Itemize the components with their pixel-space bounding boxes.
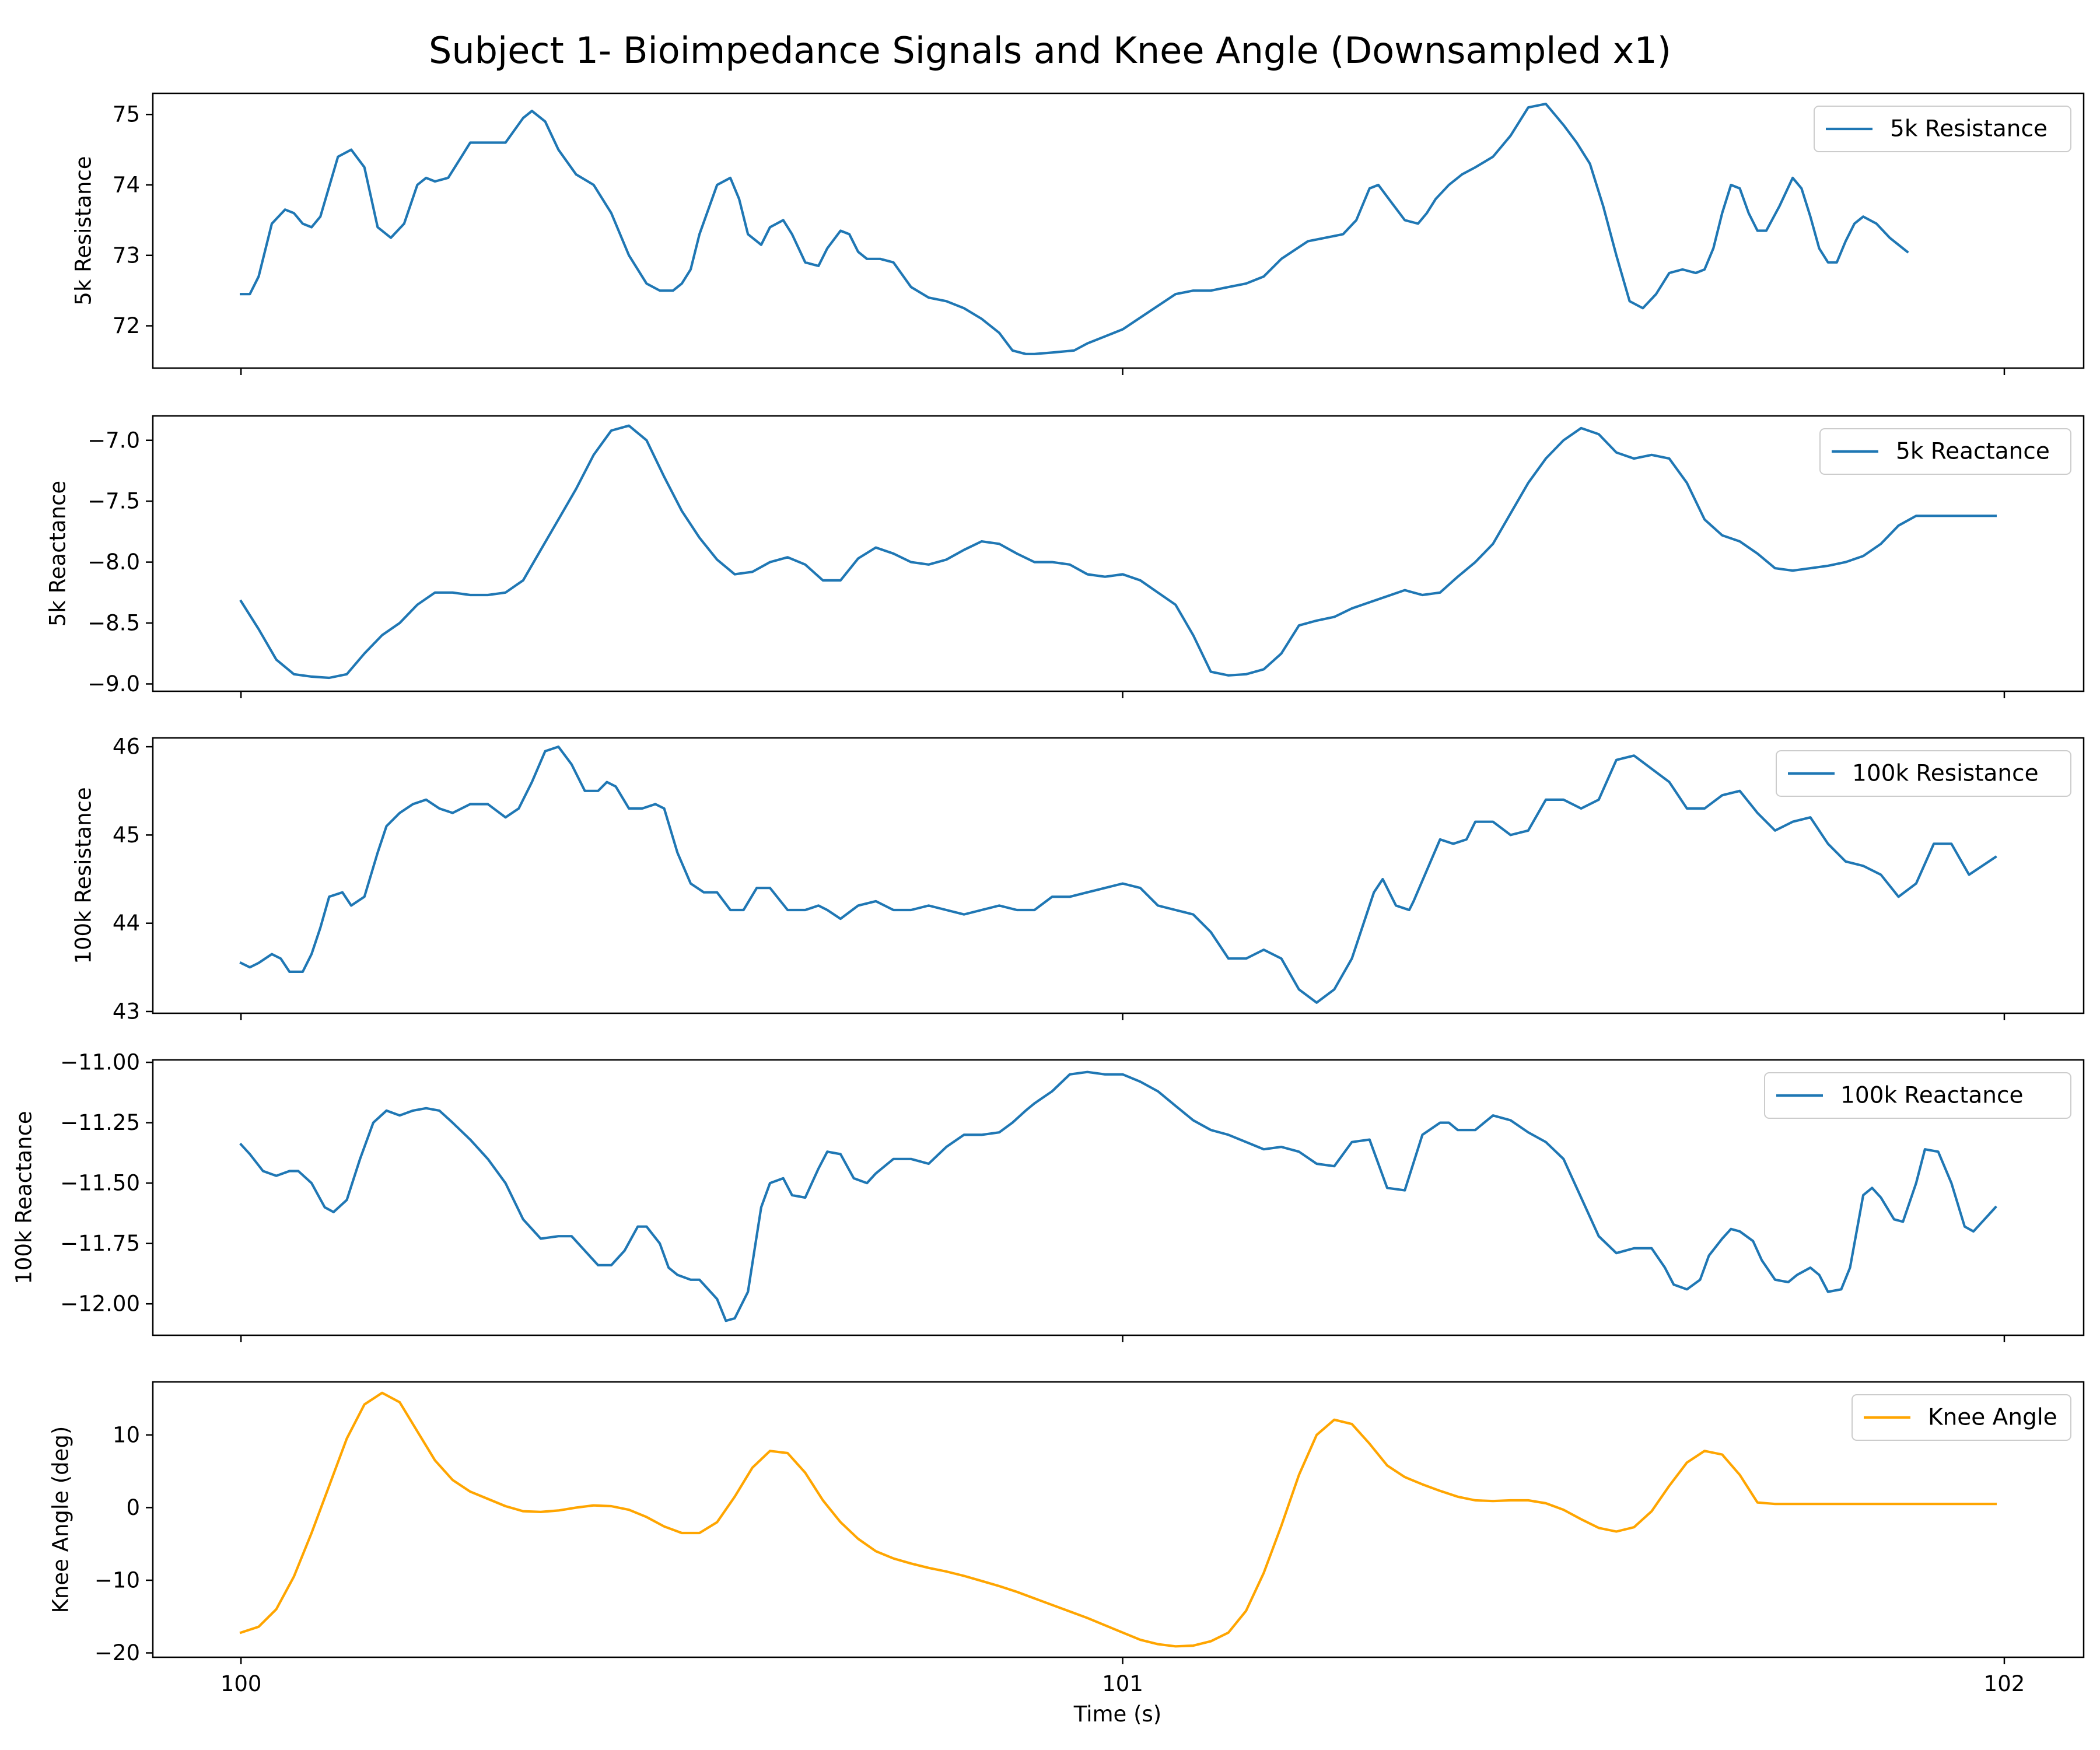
series-line — [239, 746, 1997, 1004]
y-axis-label: 100k Resistance — [71, 787, 96, 964]
y-tick-label: 75 — [113, 102, 140, 127]
legend: Knee Angle — [1852, 1394, 2071, 1441]
y-tick-label: 45 — [113, 822, 140, 848]
y-axis-label: 5k Reactance — [46, 481, 71, 626]
legend-box — [1819, 428, 2071, 475]
y-tick-label: 0 — [126, 1495, 140, 1520]
y-tick-label: 44 — [113, 911, 140, 936]
legend-label: 5k Resistance — [1890, 116, 2048, 142]
series-line — [239, 424, 1997, 680]
legend-label: 100k Resistance — [1852, 761, 2039, 787]
y-tick-label: 10 — [113, 1422, 140, 1447]
subplot-5: 100 101 102 −20 −10 0 10 Knee Angle (deg) Knee A… — [48, 1381, 2085, 1696]
y-tick-label: 43 — [113, 999, 140, 1024]
y-tick-label: 46 — [113, 734, 140, 760]
legend: 100k Resistance — [1776, 750, 2071, 797]
y-tick-label: −10 — [94, 1567, 140, 1592]
y-tick-label: −8.5 — [88, 611, 140, 636]
y-axis-label: Knee Angle (deg) — [48, 1426, 74, 1614]
series-line — [239, 1070, 1997, 1322]
y-tick-label: −11.75 — [60, 1231, 140, 1256]
subplot-1: 72 73 74 75 5k Resistance 5k Resistance — [71, 92, 2085, 375]
subplot-3: 43 44 45 46 100k Resistance 100k Resistance — [71, 734, 2085, 1024]
y-tick-label: 72 — [113, 313, 140, 338]
figure-title: Subject 1- Bioimpedance Signals and Knee… — [429, 29, 1671, 72]
y-tick-label: −11.50 — [60, 1171, 140, 1196]
axes-frame — [152, 1381, 2085, 1658]
axes-frame — [152, 737, 2085, 1014]
legend-box — [1852, 1394, 2071, 1441]
legend-label: 100k Reactance — [1840, 1083, 2023, 1109]
y-axis-label: 5k Resistance — [71, 156, 96, 305]
x-tick-label: 101 — [1102, 1671, 1143, 1696]
axes-frame — [152, 1059, 2085, 1336]
legend-box — [1776, 750, 2071, 797]
panels: 72 73 74 75 5k Resistance 5k Resistance −9.0 −8… — [12, 92, 2085, 1696]
y-tick-label: −9.0 — [88, 671, 140, 696]
legend-label: Knee Angle — [1928, 1405, 2057, 1431]
y-axis-label: 100k Reactance — [12, 1111, 37, 1284]
y-tick-label: −11.25 — [60, 1110, 140, 1135]
subplot-2: −9.0 −8.5 −8.0 −7.5 −7.0 5k Reactance 5k React… — [46, 415, 2085, 698]
legend: 100k Reactance — [1764, 1072, 2071, 1119]
y-tick-label: −12.00 — [60, 1292, 140, 1317]
legend-box — [1764, 1072, 2071, 1119]
y-tick-label: 74 — [113, 173, 140, 198]
axes-frame — [152, 415, 2085, 692]
axes-frame — [152, 92, 2085, 369]
legend: 5k Reactance — [1819, 428, 2071, 475]
y-tick-label: −7.5 — [88, 489, 140, 514]
legend-label: 5k Reactance — [1896, 439, 2050, 465]
y-tick-label: −20 — [94, 1640, 140, 1665]
y-tick-label: 73 — [113, 243, 140, 268]
y-tick-label: −11.00 — [60, 1050, 140, 1075]
legend: 5k Resistance — [1814, 106, 2071, 152]
series-line — [240, 103, 1909, 355]
legend-box — [1814, 106, 2071, 152]
series-line — [239, 1391, 1997, 1648]
x-tick-label: 102 — [1984, 1671, 2025, 1696]
y-tick-label: −7.0 — [88, 428, 140, 453]
subplot-4: −12.00 −11.75 −11.50 −11.25 −11.00 100k React… — [12, 1050, 2085, 1342]
x-tick-label: 100 — [220, 1671, 262, 1696]
x-axis-label: Time (s) — [1073, 1702, 1161, 1727]
y-tick-label: −8.0 — [88, 550, 140, 575]
